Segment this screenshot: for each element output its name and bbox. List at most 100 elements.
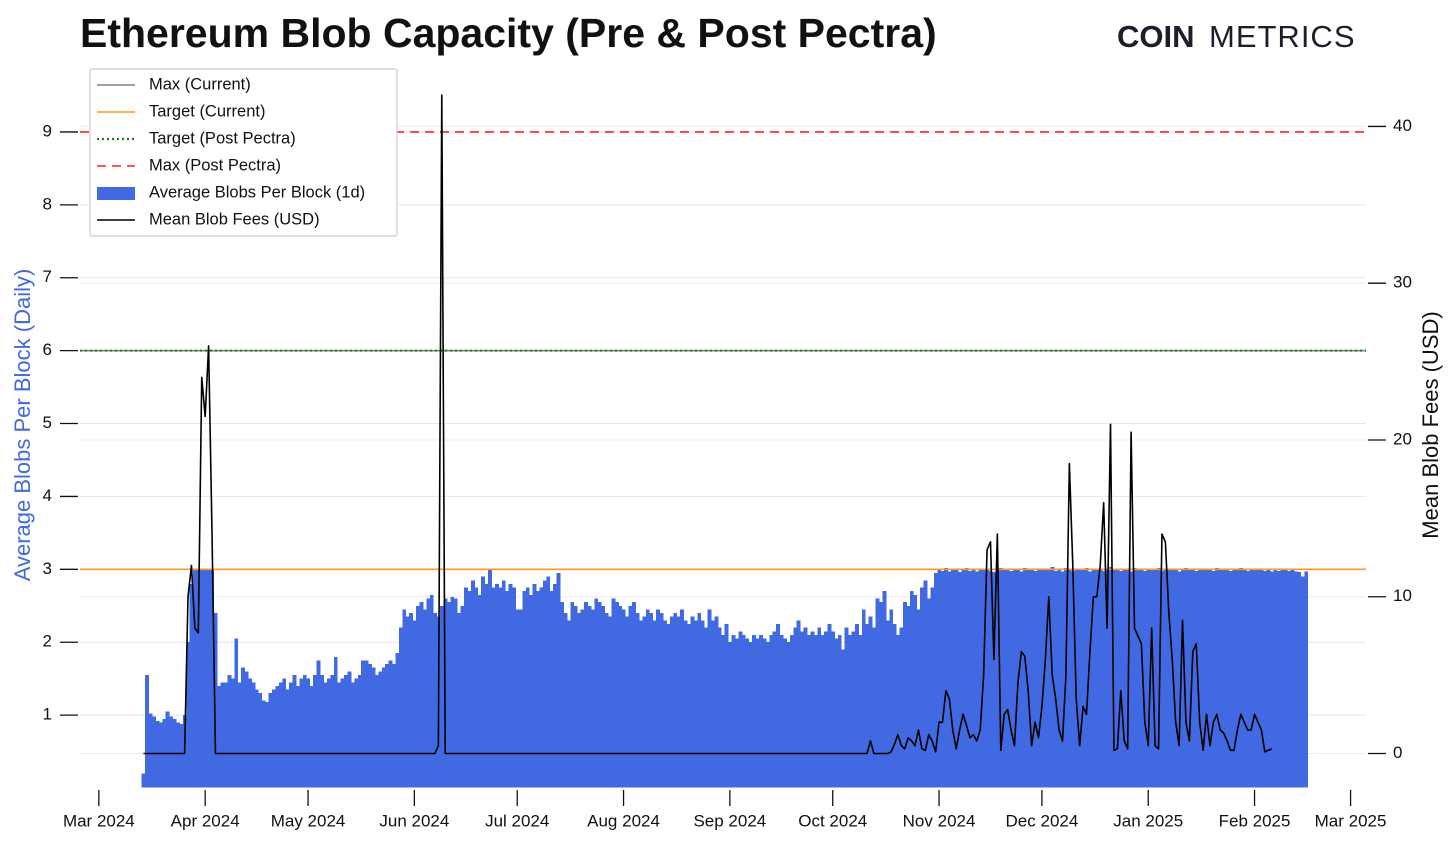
bar xyxy=(896,634,901,788)
bar xyxy=(549,591,554,788)
bar xyxy=(268,693,273,788)
bar xyxy=(834,638,839,788)
bar xyxy=(1132,567,1137,788)
bar xyxy=(374,675,379,788)
x-tick-label: Feb 2025 xyxy=(1219,811,1291,830)
bar xyxy=(402,609,407,788)
bar xyxy=(1081,569,1086,788)
bar xyxy=(1287,570,1291,788)
bar xyxy=(196,569,201,788)
bar xyxy=(381,667,386,788)
bar xyxy=(1300,576,1305,788)
bar xyxy=(440,605,444,788)
bar xyxy=(625,616,630,788)
bar xyxy=(573,605,578,788)
bar xyxy=(313,675,318,788)
bar xyxy=(508,583,513,788)
bar xyxy=(1256,570,1261,788)
bar xyxy=(1112,570,1117,788)
bar xyxy=(909,591,914,788)
bar xyxy=(566,620,571,788)
bar xyxy=(927,598,931,788)
bar xyxy=(755,638,760,788)
bar xyxy=(844,627,849,788)
bar xyxy=(481,576,486,788)
bar xyxy=(200,569,204,788)
bar xyxy=(824,631,828,788)
bar xyxy=(368,664,372,788)
bar xyxy=(512,587,516,788)
bar xyxy=(515,609,520,788)
bar xyxy=(604,613,609,788)
bar xyxy=(1129,571,1134,788)
bar xyxy=(1012,568,1017,788)
bar xyxy=(937,569,942,788)
y-tick-label: 8 xyxy=(43,194,52,213)
bar xyxy=(577,613,582,788)
bar xyxy=(416,605,420,788)
line-series xyxy=(143,94,1273,755)
y-axis-label: Average Blobs Per Block (Daily) xyxy=(10,269,35,582)
bar xyxy=(710,620,715,788)
bar xyxy=(241,667,246,788)
bar xyxy=(1160,570,1165,788)
bar xyxy=(985,569,990,788)
bar xyxy=(529,594,534,788)
bar xyxy=(752,634,756,788)
bar xyxy=(1136,570,1141,788)
bar xyxy=(995,569,1000,788)
x-tick-label: Jun 2024 xyxy=(379,811,449,830)
bar xyxy=(272,689,276,788)
y2-tick-label: 20 xyxy=(1393,429,1412,448)
bar xyxy=(999,567,1003,788)
bar xyxy=(944,567,949,788)
bar xyxy=(217,685,222,788)
bar xyxy=(628,605,633,788)
bar xyxy=(1077,570,1082,788)
bar xyxy=(1098,568,1103,788)
bar xyxy=(1105,569,1110,788)
bar xyxy=(433,613,438,788)
legend-label: Target (Current) xyxy=(149,102,265,120)
bar xyxy=(1091,569,1096,788)
bar xyxy=(213,613,218,788)
bar xyxy=(731,634,736,788)
bar xyxy=(632,602,636,788)
bar xyxy=(316,660,321,788)
legend: Max (Current) Target (Current) Target (Pos… xyxy=(89,68,398,237)
bar xyxy=(738,631,743,788)
bar xyxy=(340,678,345,788)
bar xyxy=(772,631,777,788)
bar xyxy=(1009,570,1014,788)
bar xyxy=(155,720,160,788)
bar xyxy=(237,682,242,788)
lines xyxy=(143,94,1273,755)
bar xyxy=(409,613,414,788)
bar xyxy=(933,572,938,788)
legend-label: Average Blobs Per Block (1d) xyxy=(149,183,365,201)
bar xyxy=(686,623,691,788)
bar xyxy=(1290,569,1295,788)
bar xyxy=(789,634,794,788)
bar xyxy=(1005,569,1010,788)
bar xyxy=(1252,568,1257,788)
bar xyxy=(563,613,568,788)
bar xyxy=(1201,569,1206,788)
bar xyxy=(1033,570,1038,788)
bar xyxy=(398,627,403,788)
bar xyxy=(1215,567,1219,788)
bar xyxy=(206,569,211,788)
bar xyxy=(285,689,290,788)
bar xyxy=(783,638,787,788)
bar xyxy=(1040,569,1045,788)
bar xyxy=(326,678,331,788)
bar xyxy=(714,616,719,788)
bar xyxy=(1232,569,1237,788)
bar xyxy=(594,598,599,788)
bar xyxy=(1153,570,1158,788)
bar xyxy=(518,609,523,788)
bar xyxy=(611,598,616,788)
bar xyxy=(539,587,544,788)
bar xyxy=(158,722,163,788)
bar xyxy=(1067,569,1072,788)
